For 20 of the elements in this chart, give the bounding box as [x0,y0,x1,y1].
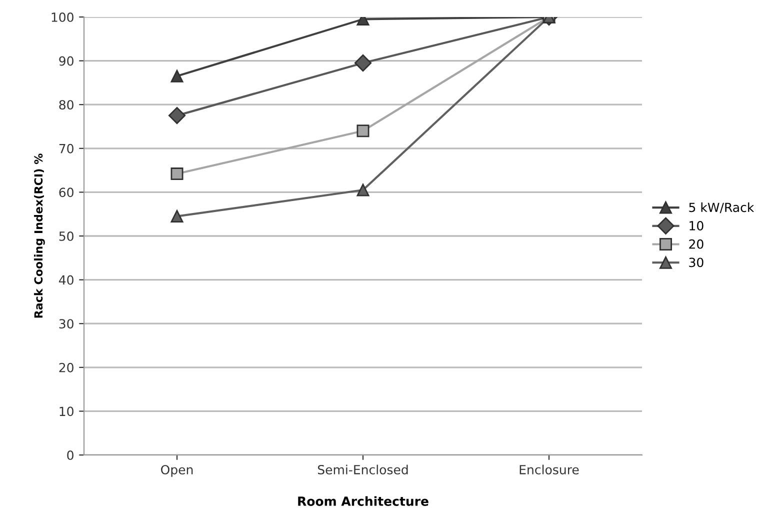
legend-label: 30 [689,258,704,268]
y-tick-label: 40 [58,275,74,285]
y-tick-label: 50 [59,231,74,241]
x-axis-title: Room Architecture [298,496,428,506]
legend-label: 20 [689,239,704,249]
y-tick-label: 100 [52,12,74,22]
y-tick-label: 20 [59,362,74,372]
y-tick-label: 70 [59,144,74,154]
y-tick-label: 30 [59,319,74,329]
y-tick-label: 60 [59,188,74,198]
y-tick-label: 90 [59,56,74,66]
y-tick-label: 10 [60,406,74,416]
legend-label: 5 kW/Rack [689,202,754,214]
x-tick-label: Enclosure [520,464,579,474]
y-tick-label: 0 [67,450,74,460]
x-tick-label: Semi-Enclosed [318,464,408,474]
legend-label: 10 [690,221,704,230]
y-axis-title: Rack Cooling Index(RCI) % [34,154,45,318]
y-tick-label: 80 [59,100,74,110]
x-tick-label: Open [161,464,193,477]
